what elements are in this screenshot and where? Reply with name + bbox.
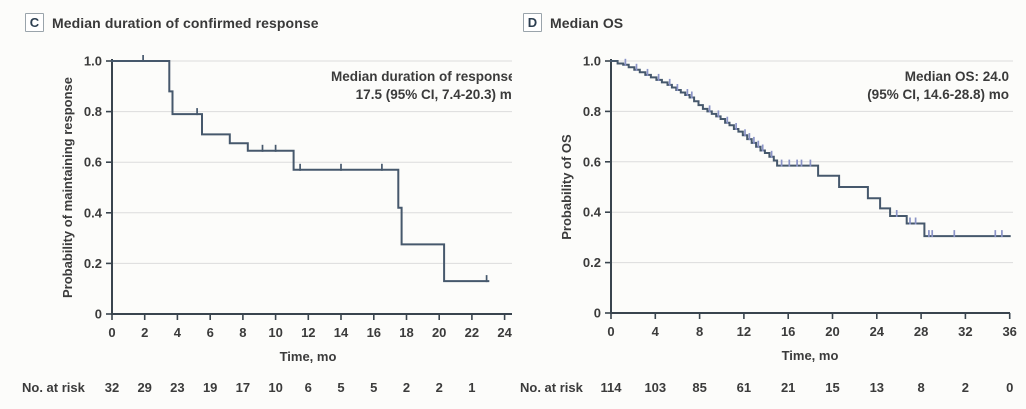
at-risk-value: 103 (644, 380, 666, 395)
x-tick-label: 0 (108, 325, 115, 340)
x-tick-label: 36 (1002, 324, 1016, 339)
at-risk-value: 2 (403, 380, 410, 395)
at-risk-value: 6 (305, 380, 312, 395)
x-tick-label: 2 (141, 325, 148, 340)
x-tick-label: 12 (737, 324, 751, 339)
panel-c-header: C Median duration of confirmed response (25, 13, 319, 32)
panel-title: Median duration of confirmed response (52, 14, 319, 31)
y-tick-label: 1.0 (583, 54, 601, 69)
at-risk-value: 61 (737, 380, 751, 395)
at-risk-value: 21 (781, 380, 795, 395)
x-tick-label: 20 (825, 324, 839, 339)
at-risk-value: 17 (236, 380, 250, 395)
at-risk-value: 0 (1006, 380, 1013, 395)
y-tick-label: 0.8 (84, 104, 102, 119)
panel-d-header: D Median OS (523, 13, 623, 32)
x-axis-title: Time, mo (782, 348, 839, 363)
panel-duration-of-response: C Median duration of confirmed response … (0, 0, 512, 409)
x-tick-label: 24 (497, 325, 512, 340)
at-risk-value: 13 (870, 380, 884, 395)
at-risk-value: 5 (337, 380, 344, 395)
at-risk-value: 32 (105, 380, 119, 395)
at-risk-label: No. at risk (520, 380, 584, 395)
y-tick-label: 0.4 (583, 205, 602, 220)
x-tick-label: 24 (870, 324, 885, 339)
y-tick-label: 0 (95, 307, 102, 322)
y-tick-label: 0 (594, 306, 601, 321)
x-axis-title: Time, mo (280, 349, 337, 364)
panel-title: Median OS (550, 14, 624, 31)
y-tick-label: 0.2 (84, 256, 102, 271)
at-risk-value: 5 (370, 380, 377, 395)
at-risk-value: 29 (137, 380, 151, 395)
y-tick-label: 0.8 (583, 104, 601, 119)
y-tick-label: 0.4 (84, 205, 103, 220)
median-annotation: (95% CI, 14.6-28.8) mo (867, 87, 1009, 102)
y-tick-label: 1.0 (84, 54, 102, 69)
y-tick-label: 0.2 (583, 255, 601, 270)
at-risk-label: No. at risk (22, 380, 86, 395)
median-annotation: Median OS: 24.0 (905, 69, 1009, 84)
y-axis-title: Probability of OS (559, 134, 574, 240)
x-tick-label: 32 (958, 324, 972, 339)
x-tick-label: 6 (207, 325, 214, 340)
panel-letter-badge: C (25, 13, 44, 32)
at-risk-value: 1 (468, 380, 475, 395)
x-tick-label: 12 (301, 325, 315, 340)
x-tick-label: 4 (174, 325, 182, 340)
x-tick-label: 18 (399, 325, 413, 340)
y-tick-label: 0.6 (583, 154, 601, 169)
median-annotation: Median duration of response: (331, 69, 512, 84)
at-risk-value: 2 (962, 380, 969, 395)
at-risk-value: 15 (825, 380, 839, 395)
at-risk-value: 114 (601, 380, 623, 395)
x-tick-label: 0 (607, 324, 614, 339)
y-axis-title: Probability of maintaining response (60, 77, 75, 298)
x-tick-label: 8 (239, 325, 246, 340)
x-tick-label: 14 (334, 325, 349, 340)
panel-letter-badge: D (523, 13, 542, 32)
x-tick-label: 16 (367, 325, 381, 340)
at-risk-value: 85 (692, 380, 706, 395)
at-risk-value: 23 (170, 380, 184, 395)
x-tick-label: 20 (432, 325, 446, 340)
x-tick-label: 22 (465, 325, 479, 340)
median-annotation: 17.5 (95% CI, 7.4-20.3) mo (356, 87, 512, 102)
x-tick-label: 4 (652, 324, 660, 339)
km-curve (111, 60, 490, 283)
at-risk-value: 8 (917, 380, 924, 395)
km-chart-duration-of-response: 00.20.40.60.81.00 2 4 6 8 10 12 14 16 18 20 22 24Tim… (22, 54, 512, 395)
x-tick-label: 16 (781, 324, 795, 339)
x-tick-label: 28 (914, 324, 928, 339)
panel-overall-survival: D Median OS 0 0.2 0.4 0.6 0.8 1.0 0 4 8 12 16 20 24 2… (513, 0, 1026, 409)
y-tick-label: 0.6 (84, 155, 102, 170)
at-risk-value: 19 (203, 380, 217, 395)
at-risk-value: 10 (268, 380, 282, 395)
x-tick-label: 8 (696, 324, 703, 339)
x-tick-label: 10 (268, 325, 282, 340)
at-risk-value: 2 (436, 380, 443, 395)
